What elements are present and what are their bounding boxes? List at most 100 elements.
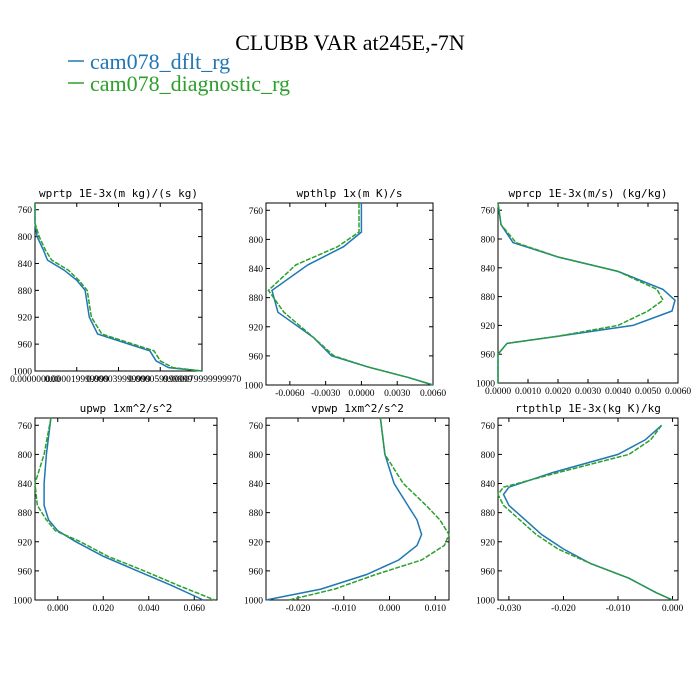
y-tick-label: 760 <box>249 207 264 217</box>
y-tick-label: 880 <box>18 287 33 297</box>
x-tick-label: 0.0030 <box>384 389 410 399</box>
series-line-dflt <box>265 417 423 601</box>
y-tick-label: 760 <box>481 207 496 217</box>
panel-2: wpthlp 1x(m K)/s 760 800 840 880 920 960 1000 -0… <box>244 187 446 399</box>
series-line-diagnostic <box>34 417 215 601</box>
series-line-dflt <box>497 202 676 383</box>
y-tick-label: 840 <box>481 480 496 490</box>
y-tick-label: 1000 <box>13 597 32 607</box>
y-tick-label: 1000 <box>476 597 495 607</box>
panels: wprtp 1E-3x(m kg)/(s kg) 760 800 840 880 920 9… <box>10 187 691 614</box>
x-tick-label: 0.000059999999 <box>128 375 192 385</box>
y-tick-label: 800 <box>481 236 496 246</box>
x-tick-label: 0.0000 <box>485 387 511 397</box>
x-tick-label: 0.010 <box>425 604 447 614</box>
y-tick-label: 800 <box>18 233 33 243</box>
series-line-diagnostic <box>497 202 664 383</box>
x-tick-label: 0.0060 <box>665 387 691 397</box>
y-tick-label: 800 <box>18 451 33 461</box>
x-tick-label: 0.000 <box>379 604 401 614</box>
plot-frame <box>265 417 450 601</box>
y-tick-label: 1000 <box>244 382 263 392</box>
y-tick-label: 960 <box>481 567 496 577</box>
y-tick-label: 880 <box>481 509 496 519</box>
y-tick-label: 840 <box>18 260 33 270</box>
panel-title: wprcp 1E-3x(m/s) (kg/kg) <box>509 187 668 200</box>
x-tick-label: -0.010 <box>332 604 357 614</box>
x-tick-label: -0.0060 <box>275 389 305 399</box>
legend: cam078_dflt_rg cam078_diagnostic_rg <box>68 49 290 96</box>
x-tick-label: 0.000019999999 <box>45 375 109 385</box>
y-tick-label: 920 <box>18 314 33 324</box>
y-tick-label: 920 <box>481 322 496 332</box>
plot-frame <box>497 417 679 601</box>
panel-title: rtpthlp 1E-3x(kg K)/kg <box>515 402 661 415</box>
y-tick-label: 800 <box>481 451 496 461</box>
x-tick-label: 0.0060 <box>420 389 446 399</box>
x-tick-label: -0.0030 <box>311 389 341 399</box>
y-tick-label: 960 <box>249 567 264 577</box>
series-line-diagnostic <box>288 417 450 601</box>
y-tick-label: 1000 <box>476 380 495 390</box>
panel-3: wprcp 1E-3x(m/s) (kg/kg) 760 800 840 880 920 9… <box>476 187 691 397</box>
y-tick-label: 840 <box>18 480 33 490</box>
y-tick-label: 920 <box>481 538 496 548</box>
y-tick-label: 760 <box>481 422 496 432</box>
y-tick-label: 880 <box>18 509 33 519</box>
x-tick-label: 0.000079999999970 <box>163 375 242 385</box>
panel-6: rtpthlp 1E-3x(kg K)/kg 760 800 840 880 920 960… <box>476 402 683 614</box>
series-line-diagnostic <box>497 424 673 601</box>
x-tick-label: 0.060 <box>184 604 206 614</box>
y-tick-label: 880 <box>249 294 264 304</box>
y-tick-label: 920 <box>18 538 33 548</box>
y-tick-label: 960 <box>249 352 264 362</box>
y-tick-label: 800 <box>249 451 264 461</box>
plot-frame <box>265 202 434 386</box>
series-line-diagnostic <box>34 203 203 372</box>
x-tick-label: 0.0030 <box>575 387 601 397</box>
x-tick-label: 0.0040 <box>605 387 631 397</box>
x-tick-label: 0.0020 <box>545 387 571 397</box>
y-tick-label: 960 <box>18 341 33 351</box>
panel-4: upwp 1xm^2/s^2 760 800 840 880 920 960 1000 0.00… <box>13 402 218 614</box>
y-tick-label: 840 <box>249 480 264 490</box>
x-tick-label: -0.020 <box>551 604 576 614</box>
x-tick-label: -0.030 <box>497 604 522 614</box>
series-line-dflt <box>271 203 434 386</box>
y-tick-label: 880 <box>481 293 496 303</box>
plot-frame <box>34 202 203 372</box>
y-tick-label: 960 <box>481 351 496 361</box>
y-tick-label: 920 <box>249 323 264 333</box>
y-tick-label: 760 <box>18 422 33 432</box>
panel-1: wprtp 1E-3x(m kg)/(s kg) 760 800 840 880 920 9… <box>10 187 241 385</box>
panel-5: vpwp 1xm^2/s^2 760 800 840 880 920 960 1000 -0.0… <box>244 402 450 614</box>
y-tick-label: 760 <box>18 206 33 216</box>
panel-title: wprtp 1E-3x(m kg)/(s kg) <box>39 187 198 200</box>
y-tick-label: 840 <box>481 264 496 274</box>
x-tick-label: 0.0000 <box>348 389 374 399</box>
y-tick-label: 800 <box>249 236 264 246</box>
x-tick-label: 0.0010 <box>515 387 541 397</box>
x-tick-label: 0.020 <box>93 604 115 614</box>
x-tick-label: 0.040 <box>138 604 160 614</box>
x-tick-label: -0.020 <box>286 604 311 614</box>
series-line-diagnostic <box>267 203 434 386</box>
x-tick-label: 0.000 <box>662 604 684 614</box>
y-tick-label: 1000 <box>13 368 32 378</box>
panel-title: wpthlp 1x(m K)/s <box>297 187 403 200</box>
plot-frame <box>497 202 679 384</box>
y-tick-label: 1000 <box>244 597 263 607</box>
y-tick-label: 920 <box>249 538 264 548</box>
x-tick-label: -0.010 <box>606 604 631 614</box>
series-line-dflt <box>34 203 203 372</box>
x-tick-label: 0.000000000 <box>10 375 60 385</box>
y-tick-label: 880 <box>249 509 264 519</box>
plot-frame <box>34 417 218 601</box>
y-tick-label: 760 <box>249 422 264 432</box>
figure-title: CLUBB VAR at245E,-7N <box>235 30 465 55</box>
x-tick-label: 0.000 <box>47 604 69 614</box>
y-tick-label: 840 <box>249 265 264 275</box>
x-tick-label: 0.000039999999 <box>86 375 150 385</box>
y-tick-label: 960 <box>18 567 33 577</box>
